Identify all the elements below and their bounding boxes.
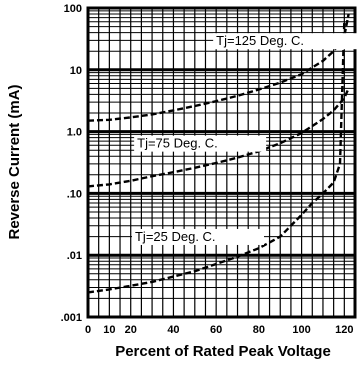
curve-label-3: Tj=25 Deg. C.	[135, 229, 216, 244]
x-tick-label: 40	[167, 324, 179, 336]
series-line-1	[87, 13, 350, 122]
series-line-3	[87, 21, 346, 294]
x-tick-label: 0	[85, 324, 91, 336]
y-tick-label: .001	[61, 312, 82, 324]
y-tick-labels: 100 10 1.0 .10 .01 .001	[61, 3, 82, 324]
y-tick-label: 1.0	[67, 127, 82, 139]
curve-label-1: Tj=125 Deg. C.	[216, 33, 304, 48]
y-tick-label: .01	[67, 250, 82, 262]
x-tick-label: 120	[335, 324, 353, 336]
y-tick-label: 10	[70, 65, 82, 77]
x-tick-label: 80	[253, 324, 265, 336]
y-axis-title: Reverse Current (mA)	[6, 84, 23, 239]
x-tick-label: 10	[103, 324, 115, 336]
plot-border	[86, 6, 357, 319]
plot-frame	[86, 6, 357, 319]
curve-label-box	[131, 228, 264, 245]
x-tick-label: 20	[125, 324, 137, 336]
grid	[88, 6, 355, 319]
x-axis-title: Percent of Rated Peak Voltage	[115, 343, 331, 360]
x-tick-labels: 0 10 20 40 60 80 100 120	[85, 324, 354, 336]
y-tick-label: 100	[64, 3, 82, 15]
x-tick-label: 100	[292, 324, 310, 336]
curve-label-2: Tj=75 Deg. C.	[137, 136, 218, 151]
curve-label-box	[134, 135, 267, 152]
curve-label-box	[213, 33, 362, 50]
series-line-2	[87, 87, 350, 188]
x-tick-label: 60	[210, 324, 222, 336]
curve-labels: Tj=125 Deg. C. Tj=75 Deg. C. Tj=25 Deg. C.	[131, 33, 362, 245]
curves	[87, 13, 350, 294]
y-tick-label: .10	[67, 188, 82, 200]
